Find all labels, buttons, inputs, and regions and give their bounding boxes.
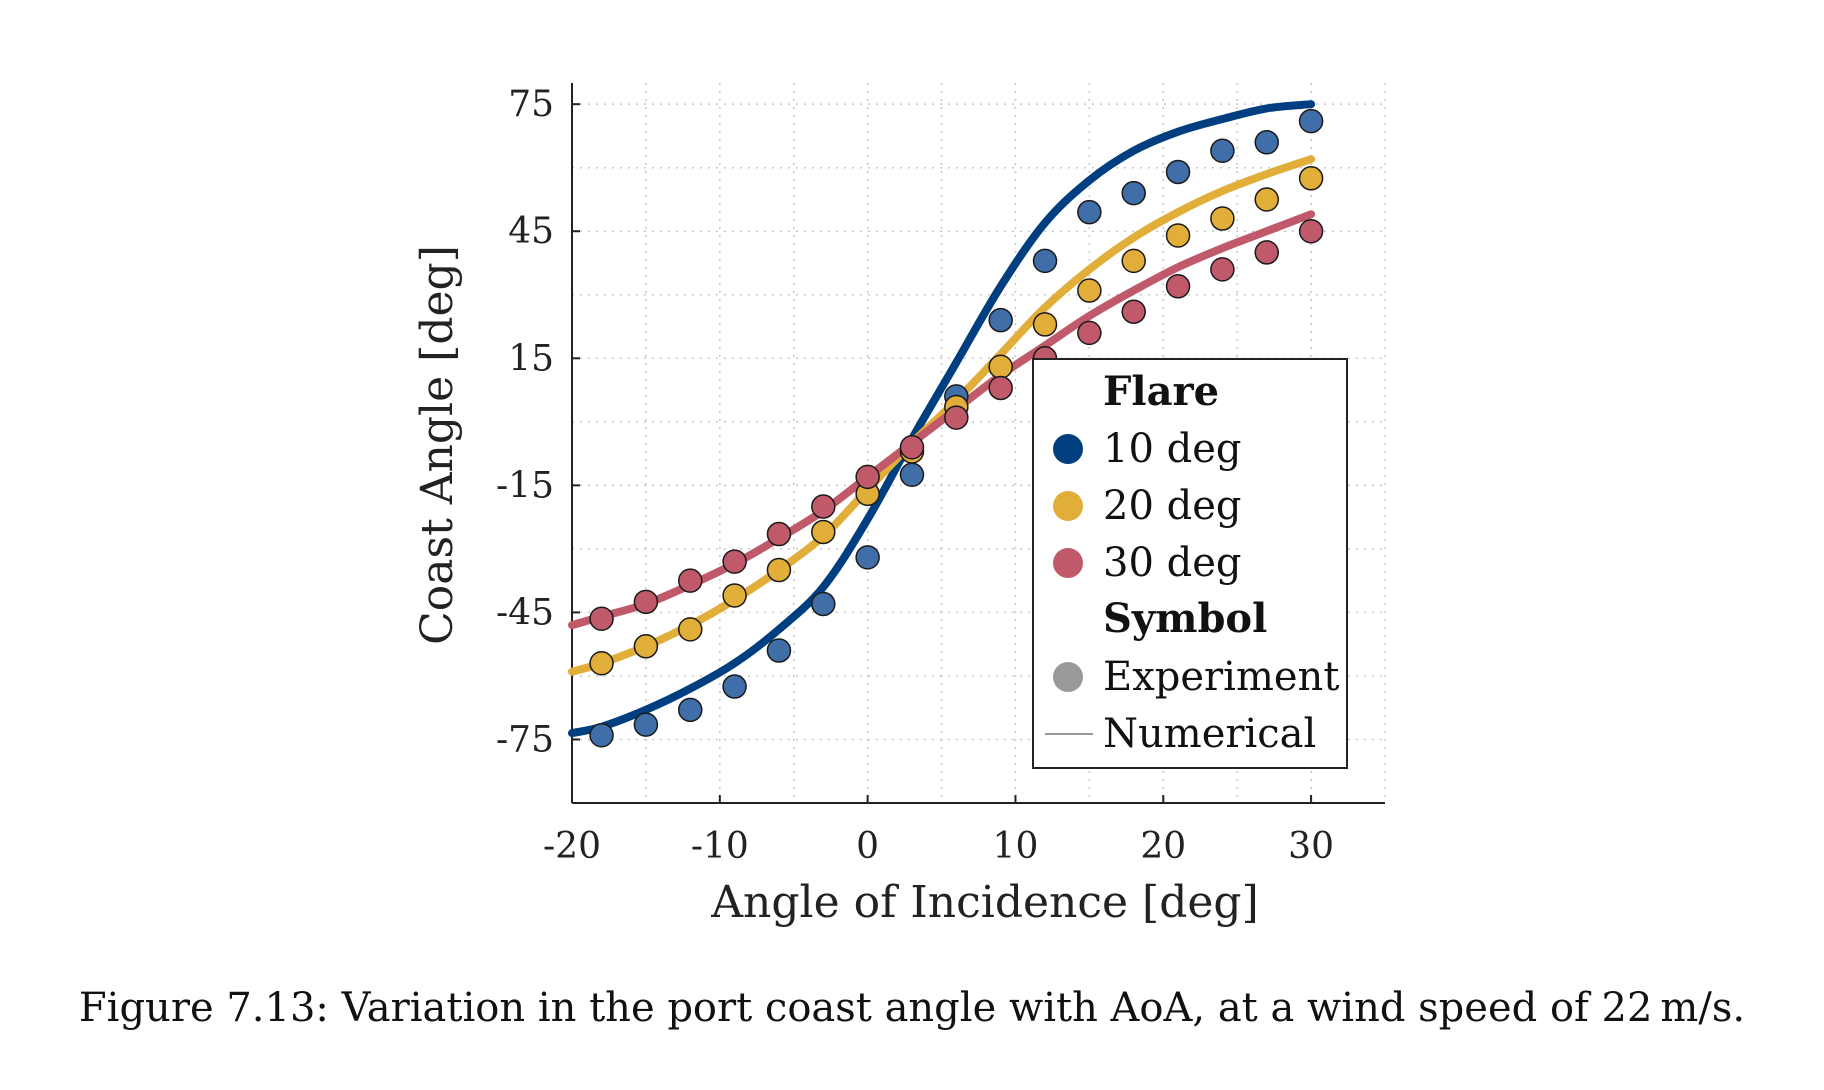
experiment-point-20deg bbox=[1165, 223, 1191, 248]
legend-title-symbol: Symbol bbox=[1103, 595, 1267, 642]
x-tick-label: -10 bbox=[691, 826, 749, 867]
y-tick-label: 15 bbox=[508, 338, 554, 379]
experiment-point-20deg bbox=[1032, 312, 1058, 337]
experiment-point-30deg bbox=[766, 521, 792, 547]
experiment-point-30deg bbox=[855, 464, 880, 490]
experiment-point-10deg bbox=[678, 697, 703, 723]
experiment-point-30deg bbox=[1210, 257, 1235, 282]
experiment-point-30deg bbox=[944, 405, 969, 430]
x-tick-label: 10 bbox=[993, 826, 1039, 867]
experiment-point-20deg bbox=[1121, 248, 1146, 274]
experiment-point-10deg bbox=[811, 591, 836, 617]
experiment-point-10deg bbox=[899, 462, 925, 488]
experiment-point-20deg bbox=[722, 583, 747, 608]
experiment-point-20deg bbox=[1210, 206, 1235, 231]
points-layer bbox=[589, 108, 1324, 748]
legend-marker-20deg bbox=[1053, 491, 1083, 521]
y-tick-label: -15 bbox=[496, 465, 554, 506]
legend-marker-10deg bbox=[1053, 434, 1083, 464]
experiment-point-20deg bbox=[766, 557, 792, 583]
legend-box bbox=[1032, 358, 1348, 769]
experiment-point-10deg bbox=[722, 674, 747, 699]
x-axis-title: Angle of Incidence [deg] bbox=[710, 877, 1259, 928]
experiment-point-20deg bbox=[1298, 166, 1324, 191]
experiment-point-30deg bbox=[1254, 240, 1279, 265]
experiment-point-30deg bbox=[988, 375, 1013, 401]
experiment-point-20deg bbox=[678, 617, 703, 642]
experiment-point-30deg bbox=[1121, 299, 1146, 324]
experiment-point-10deg bbox=[1210, 138, 1235, 164]
axes bbox=[571, 83, 1385, 804]
experiment-point-30deg bbox=[811, 494, 836, 519]
experiment-point-10deg bbox=[855, 545, 880, 570]
experiment-point-20deg bbox=[633, 634, 659, 659]
y-tick-label: -75 bbox=[496, 719, 554, 760]
experiment-point-30deg bbox=[722, 549, 747, 574]
numerical-line-10deg bbox=[568, 100, 1316, 738]
experiment-point-10deg bbox=[1298, 108, 1324, 134]
experiment-point-10deg bbox=[988, 307, 1013, 333]
experiment-point-30deg bbox=[633, 589, 659, 615]
legend-label-experiment: Experiment bbox=[1103, 654, 1339, 700]
experiment-point-10deg bbox=[633, 712, 659, 737]
legend-title-flare: Flare bbox=[1103, 368, 1219, 415]
legend-label-30deg: 30 deg bbox=[1103, 540, 1242, 586]
x-tick-label: 30 bbox=[1288, 826, 1334, 867]
experiment-point-10deg bbox=[589, 722, 614, 748]
legend-marker-experiment bbox=[1053, 662, 1083, 692]
y-axis-title: Coast Angle [deg] bbox=[412, 245, 463, 645]
legend-marker-30deg bbox=[1053, 548, 1083, 578]
legend-label-numerical: Numerical bbox=[1103, 711, 1316, 757]
experiment-point-30deg bbox=[1298, 218, 1324, 244]
legend: Flare 10 deg 20 deg 30 deg Symbol Experi… bbox=[1032, 358, 1348, 769]
experiment-point-20deg bbox=[811, 519, 836, 545]
figure-caption: Figure 7.13: Variation in the port coast… bbox=[78, 985, 1746, 1031]
x-tick-label: 0 bbox=[856, 826, 879, 867]
legend-label-10deg: 10 deg bbox=[1103, 426, 1242, 472]
experiment-point-10deg bbox=[1032, 248, 1058, 274]
experiment-point-30deg bbox=[589, 606, 614, 632]
tick-labels: -20 -10 0 10 20 30 -75 -45 -15 15 45 75 bbox=[496, 84, 1334, 867]
x-tick-label: -20 bbox=[543, 826, 601, 867]
experiment-point-20deg bbox=[988, 354, 1013, 380]
x-tick-label: 20 bbox=[1140, 826, 1186, 867]
y-tick-label: 75 bbox=[508, 84, 554, 125]
experiment-point-30deg bbox=[899, 434, 925, 460]
y-tick-label: 45 bbox=[508, 211, 554, 252]
experiment-point-10deg bbox=[1121, 180, 1146, 206]
y-tick-label: -45 bbox=[496, 592, 554, 633]
experiment-point-20deg bbox=[1077, 278, 1102, 303]
experiment-point-10deg bbox=[1077, 199, 1102, 225]
experiment-point-10deg bbox=[766, 638, 792, 663]
legend-label-20deg: 20 deg bbox=[1103, 483, 1242, 529]
experiment-point-20deg bbox=[589, 650, 614, 676]
experiment-point-10deg bbox=[1165, 159, 1191, 185]
experiment-point-30deg bbox=[1077, 320, 1102, 346]
experiment-point-10deg bbox=[1254, 130, 1279, 155]
experiment-point-30deg bbox=[678, 568, 703, 593]
experiment-point-20deg bbox=[1254, 187, 1279, 212]
experiment-point-30deg bbox=[1165, 274, 1191, 299]
